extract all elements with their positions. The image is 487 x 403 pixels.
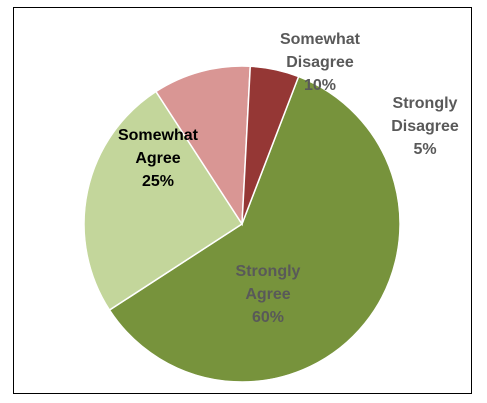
slice-label-somewhat-disagree: Somewhat Disagree 10% [280, 31, 361, 94]
slice-label-name-line: Strongly [393, 95, 458, 112]
slice-label-strongly-disagree: Strongly Disagree 5% [391, 95, 459, 158]
slice-label-name-line: Agree [135, 150, 180, 167]
slice-label-somewhat-agree: Somewhat Agree 25% [118, 127, 199, 190]
slice-label-name-line: Agree [245, 286, 290, 303]
slice-label-percent: 25% [142, 173, 174, 190]
slice-label-name-line: Somewhat [280, 31, 361, 48]
slice-label-name-line: Somewhat [118, 127, 199, 144]
pie-slices [83, 65, 401, 383]
slice-labels: Strongly Agree 60%Somewhat Agree 25%Somewhat… [118, 31, 459, 326]
slice-label-percent: 5% [413, 141, 436, 158]
slice-label-name-line: Disagree [391, 118, 459, 135]
slice-label-name-line: Disagree [286, 54, 354, 71]
slice-label-strongly-agree: Strongly Agree 60% [236, 263, 301, 326]
pie-outline [83, 65, 401, 383]
slice-label-percent: 10% [304, 77, 336, 94]
slice-label-name-line: Strongly [236, 263, 301, 280]
slice-label-percent: 60% [252, 309, 284, 326]
